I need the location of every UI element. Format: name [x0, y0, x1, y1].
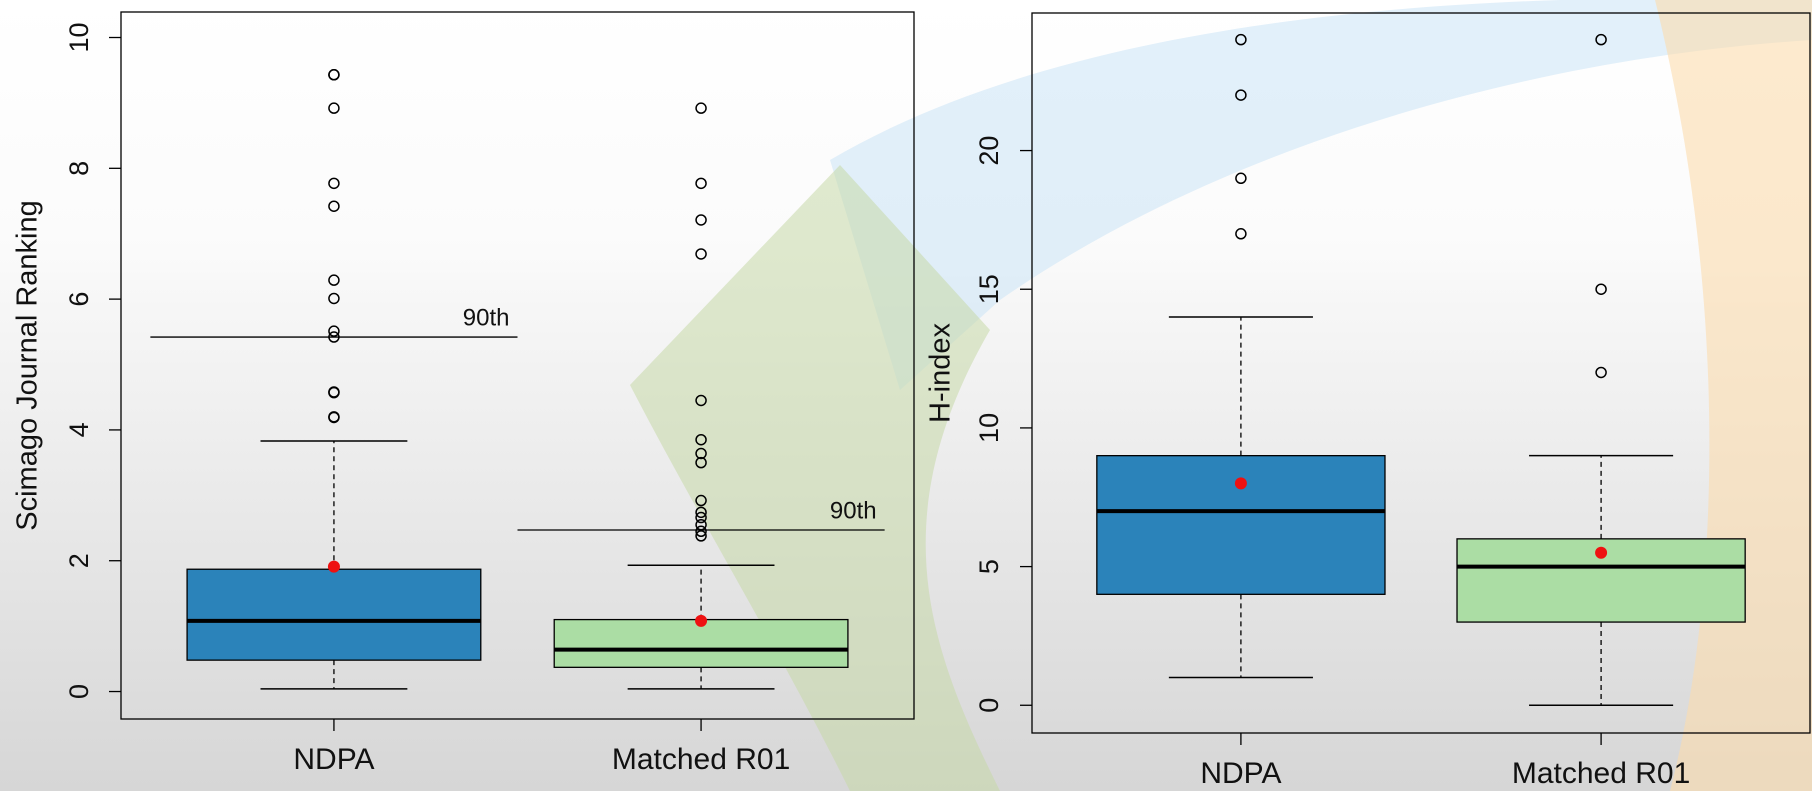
percentile-label: 90th [830, 497, 877, 524]
y-tick-label: 5 [974, 559, 1004, 574]
outlier [328, 102, 340, 114]
box-group [1096, 33, 1386, 679]
y-tick-label: 8 [64, 161, 94, 176]
box-group: 90th [150, 69, 518, 690]
x-tick-label: Matched R01 [1512, 757, 1690, 790]
outlier [695, 525, 707, 538]
outlier [695, 530, 707, 542]
outlier [695, 248, 707, 260]
y-axis-title: H-index [925, 323, 957, 423]
outlier [328, 177, 340, 190]
percentile-label: 90th [463, 304, 510, 331]
y-tick-label: 10 [974, 413, 1004, 443]
outlier [1235, 33, 1247, 46]
outlier [1235, 228, 1247, 240]
x-tick-label: NDPA [1200, 757, 1281, 790]
outlier [695, 394, 707, 407]
outlier [1595, 283, 1607, 295]
outlier [695, 102, 707, 114]
outlier [695, 456, 707, 469]
mean-point [327, 560, 340, 573]
box-group [1456, 33, 1746, 707]
outlier [695, 494, 707, 507]
y-tick-label: 4 [64, 422, 94, 437]
outlier [328, 200, 340, 212]
y-tick-label: 0 [974, 698, 1004, 713]
outlier [328, 325, 340, 337]
mean-point [1234, 477, 1247, 490]
outlier [695, 506, 707, 519]
box [186, 568, 482, 661]
y-axis-title: Scimago Journal Ranking [12, 200, 44, 530]
outlier [328, 411, 340, 423]
outlier [1235, 89, 1247, 101]
y-tick-label: 10 [64, 22, 94, 52]
plot-frame [120, 11, 915, 720]
box [1096, 455, 1386, 595]
decor-orange [1655, 0, 1812, 791]
outlier [695, 177, 707, 190]
decor-green [630, 165, 1000, 791]
outlier [695, 447, 707, 460]
outlier [695, 433, 707, 446]
outlier [695, 511, 707, 524]
decor-blue [830, 0, 1812, 390]
outlier [328, 386, 340, 399]
mean-point [695, 614, 708, 627]
y-tick-label: 2 [64, 553, 94, 568]
mean-point [1595, 546, 1608, 559]
x-tick-label: Matched R01 [612, 743, 790, 776]
outlier [328, 274, 340, 286]
y-tick-label: 15 [974, 274, 1004, 304]
outlier [328, 69, 340, 81]
y-tick-label: 6 [64, 292, 94, 307]
outlier [695, 214, 707, 226]
x-tick-label: NDPA [293, 743, 374, 776]
outlier [1595, 33, 1607, 46]
y-tick-label: 0 [64, 684, 94, 699]
outlier [328, 292, 340, 305]
box-group: 90th [517, 102, 885, 690]
outlier [1595, 366, 1607, 379]
outlier [1235, 172, 1247, 185]
y-tick-label: 20 [974, 136, 1004, 166]
plots: 0 2 4 6 8 10 Scimago Journal Ranking NDPA 90th Ma… [12, 11, 1811, 790]
plot-frame [1031, 12, 1811, 734]
